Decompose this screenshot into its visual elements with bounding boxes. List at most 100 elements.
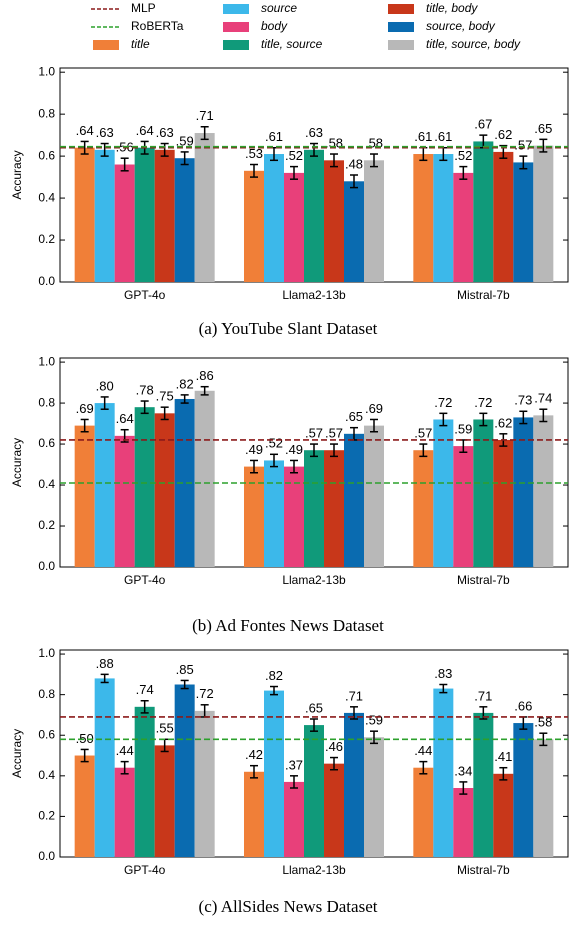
value-label: .49 [245,442,263,457]
bar [244,170,264,282]
value-label: .58 [325,135,343,150]
value-label: .72 [196,686,214,701]
value-label: .65 [534,121,552,136]
value-label: .61 [434,129,452,144]
bar [453,172,474,282]
y-tick-label: 0.2 [38,809,55,823]
value-label: .55 [156,721,174,736]
y-tick-label: 0.4 [38,768,55,782]
value-label: .85 [176,662,194,677]
legend-swatch [388,4,414,14]
bar [364,737,384,857]
y-tick-label: 0.0 [38,559,55,573]
value-label: .69 [76,401,94,416]
value-label: .59 [176,133,194,148]
y-tick-label: 1.0 [38,646,55,660]
bar [134,147,155,282]
bar [174,398,195,567]
value-label: .42 [245,747,263,762]
y-tick-label: 0.6 [38,436,55,450]
y-tick-label: 1.0 [38,64,55,78]
y-axis-label: Accuracy [10,150,24,199]
value-label: .88 [96,656,114,671]
value-label: .44 [116,743,134,758]
bar [154,745,175,857]
value-label: .69 [365,401,383,416]
legend-swatch [388,40,414,50]
value-label: .73 [514,393,532,408]
bar [284,172,304,282]
x-tick-label: Mistral-7b [457,863,510,877]
legend-swatch [93,40,119,50]
value-label: .74 [534,391,552,406]
bar [194,133,215,282]
legend-swatch [223,4,249,14]
y-tick-label: 0.0 [38,849,55,863]
x-tick-label: GPT-4o [124,288,166,302]
bar [364,160,384,282]
bar [473,141,494,282]
y-tick-label: 0.2 [38,232,55,246]
y-tick-label: 0.2 [38,518,55,532]
bar [364,425,384,567]
value-label: .86 [196,368,214,383]
value-label: .41 [494,749,512,764]
bar [134,706,155,857]
bar [533,145,554,282]
legend-label: title [131,37,150,51]
value-label: .53 [245,146,263,161]
bar [324,450,344,567]
bar [493,439,514,567]
chart: 0.0 0.2 0.4 0.6 0.8 1.0 Accuracy (a) YouTube Sl… [10,64,569,338]
value-label: .63 [96,125,114,140]
bar [533,739,554,857]
value-label: .61 [414,129,432,144]
y-tick-label: 0.4 [38,190,55,204]
value-label: .48 [345,156,363,171]
bar [433,688,454,857]
bar [473,712,494,857]
legend-swatch [223,22,249,32]
bar [264,690,284,857]
bar [244,466,264,567]
bar [453,446,474,567]
value-label: .50 [76,731,94,746]
legend-label: title, source [261,37,323,51]
bar [284,781,304,857]
value-label: .64 [76,123,94,138]
bar [264,154,284,282]
bar [174,158,195,282]
y-tick-label: 0.8 [38,106,55,120]
value-label: .59 [365,713,383,728]
bar [513,417,534,567]
value-label: .58 [534,715,552,730]
bar [304,725,324,857]
value-label: .66 [514,698,532,713]
value-label: .72 [434,395,452,410]
value-label: .78 [136,382,154,397]
value-label: .65 [305,700,323,715]
value-label: .57 [514,138,532,153]
bar [94,678,115,857]
value-label: .63 [156,125,174,140]
value-label: .67 [474,117,492,132]
x-tick-label: GPT-4o [124,863,166,877]
caption: (c) AllSides News Dataset [199,897,378,916]
legend-label: title, source, body [426,37,521,51]
bar [194,390,215,567]
legend-label: body [261,19,288,33]
caption: (b) Ad Fontes News Dataset [192,616,384,635]
bar [284,466,304,567]
value-label: .65 [345,409,363,424]
value-label: .64 [136,123,154,138]
bar [264,460,284,567]
value-label: .74 [136,682,154,697]
bar [94,403,115,567]
bar [413,767,434,857]
legend-label: title, body [426,1,478,15]
value-label: .80 [96,378,114,393]
legend-label: source [261,1,297,15]
y-tick-label: 0.8 [38,395,55,409]
bar [304,149,324,282]
bar [154,149,175,282]
